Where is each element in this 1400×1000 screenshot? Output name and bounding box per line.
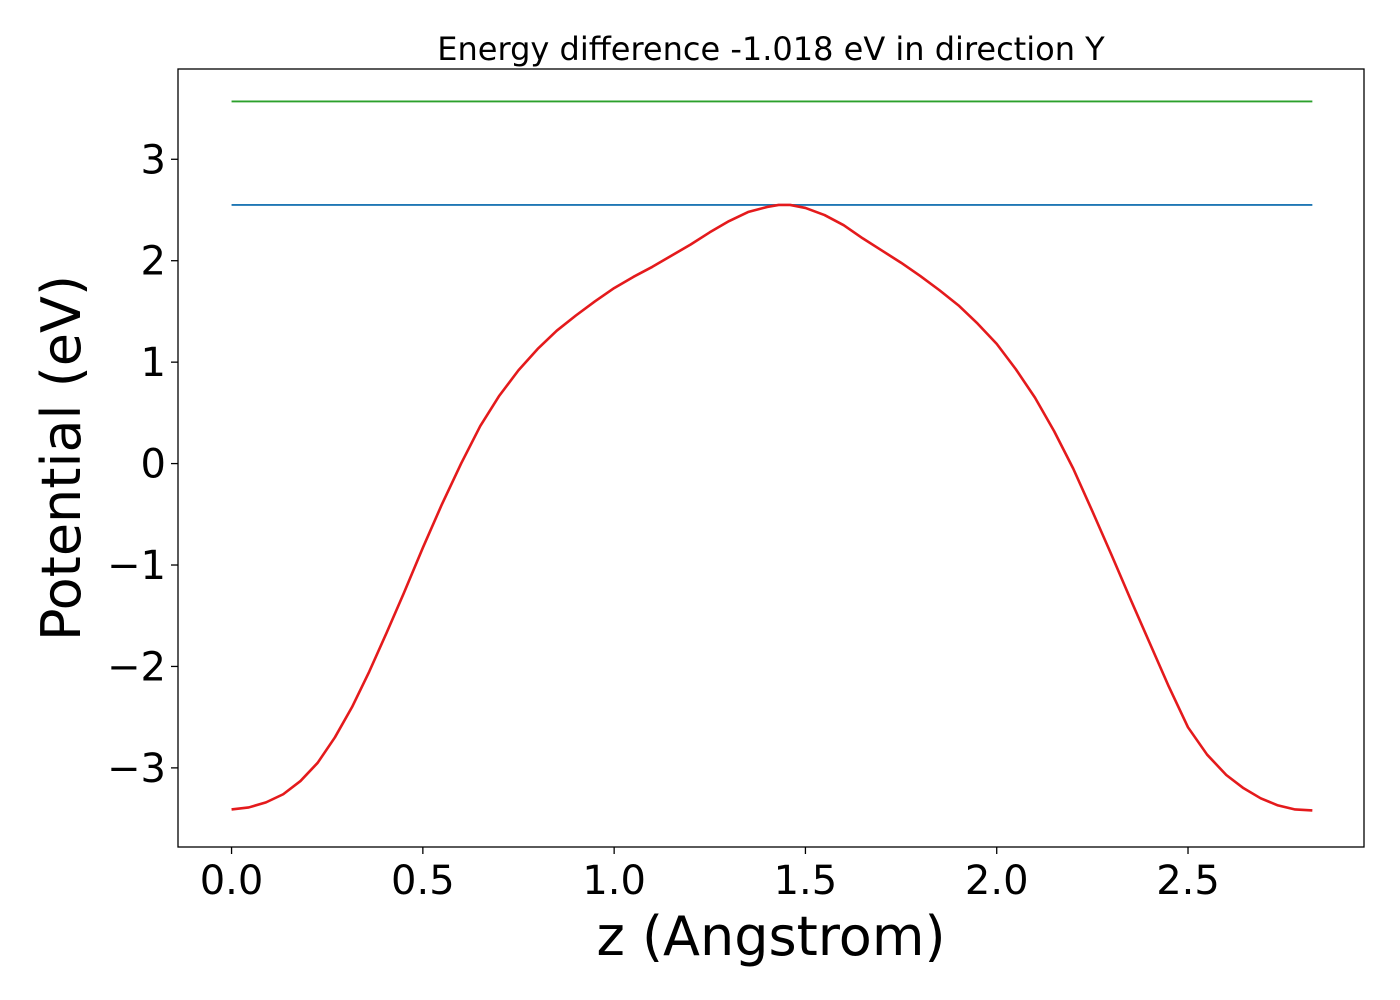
- chart-title: Energy difference -1.018 eV in direction…: [437, 30, 1105, 68]
- x-tick-label: 0.5: [391, 858, 455, 904]
- plot-frame: [177, 68, 1365, 848]
- y-axis: −3 −2 −1 0 1 2 3: [107, 137, 178, 792]
- series-layer: [231, 100, 1313, 812]
- x-tick-label: 1.5: [774, 858, 838, 904]
- x-tick-label: 2.5: [1156, 858, 1220, 904]
- y-tick-label: 3: [141, 137, 166, 183]
- series-line-3: [231, 203, 1313, 812]
- x-tick-label: 2.0: [965, 858, 1029, 904]
- y-tick-label: 2: [141, 239, 166, 285]
- y-tick-label: −1: [107, 543, 166, 589]
- y-tick-label: −2: [107, 644, 166, 690]
- x-tick-label: 1.0: [582, 858, 646, 904]
- x-axis: 0.0 0.5 1.0 1.5 2.0 2.5: [200, 847, 1220, 904]
- y-tick-label: −3: [107, 746, 166, 792]
- y-axis-label: Potential (eV): [30, 275, 93, 641]
- x-axis-label: z (Angstrom): [596, 905, 945, 968]
- x-tick-label: 0.0: [200, 858, 264, 904]
- y-tick-label: 1: [141, 340, 166, 386]
- y-tick-label: 0: [141, 442, 166, 488]
